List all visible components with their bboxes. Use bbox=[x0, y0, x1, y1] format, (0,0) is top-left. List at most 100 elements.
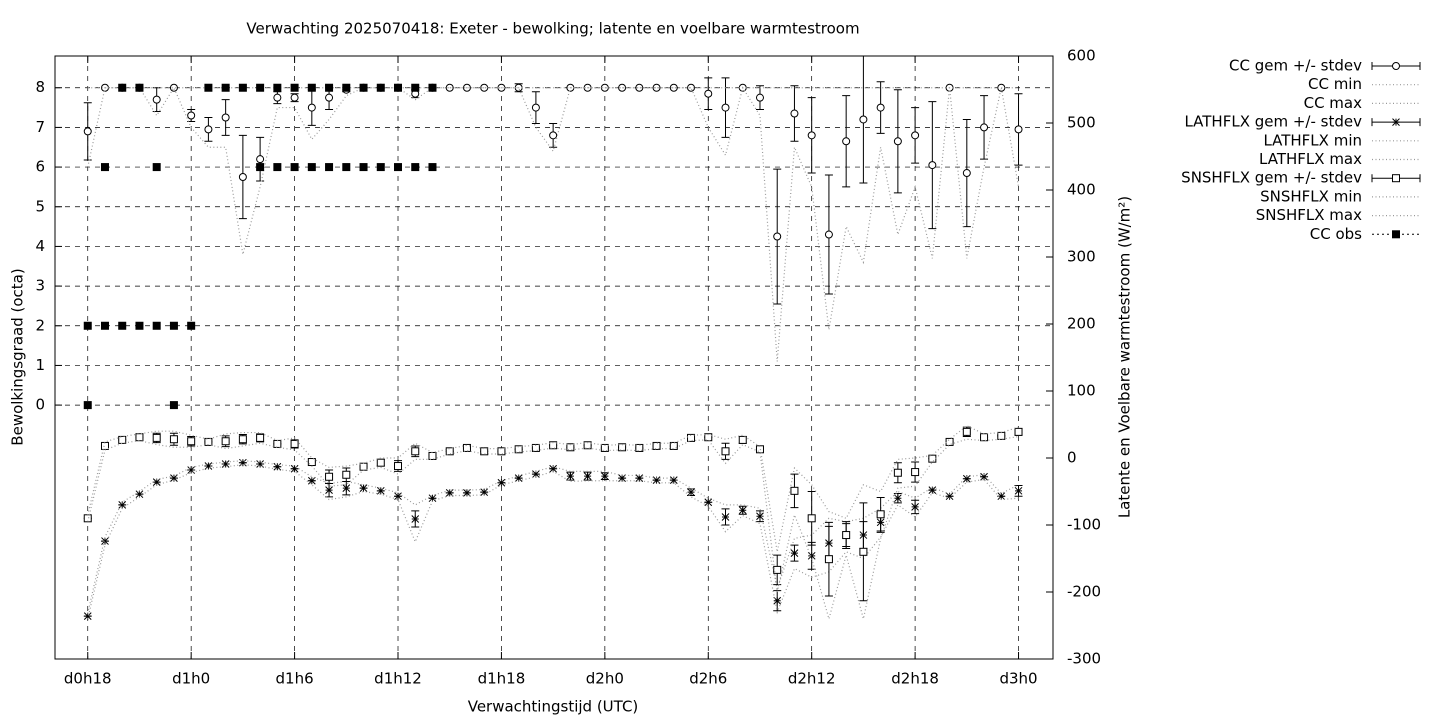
marker bbox=[273, 462, 282, 471]
legend-label: SNSHFLX min bbox=[1260, 187, 1362, 205]
marker bbox=[1014, 486, 1023, 495]
marker bbox=[256, 155, 265, 164]
marker bbox=[549, 441, 558, 450]
marker bbox=[893, 137, 902, 146]
marker bbox=[652, 476, 661, 484]
marker bbox=[911, 131, 920, 140]
marker bbox=[445, 83, 454, 92]
y2-tick-label: 400 bbox=[1067, 181, 1096, 199]
marker bbox=[669, 83, 678, 92]
marker bbox=[687, 83, 696, 92]
marker bbox=[273, 439, 282, 448]
marker bbox=[721, 513, 730, 521]
x-tick-label: d2h0 bbox=[586, 670, 624, 688]
marker bbox=[842, 137, 851, 146]
marker bbox=[135, 490, 144, 499]
marker bbox=[325, 93, 334, 102]
x-tick-label: d1h6 bbox=[276, 670, 314, 688]
marker bbox=[169, 83, 178, 92]
marker bbox=[221, 437, 230, 446]
marker bbox=[824, 555, 833, 564]
marker bbox=[1014, 427, 1023, 436]
x-tick-label: d0h18 bbox=[64, 670, 112, 688]
marker bbox=[152, 321, 161, 330]
marker bbox=[790, 549, 799, 557]
marker bbox=[325, 163, 334, 172]
marker bbox=[514, 474, 523, 482]
marker bbox=[583, 441, 592, 450]
marker bbox=[394, 163, 403, 172]
marker bbox=[669, 441, 678, 450]
marker bbox=[704, 498, 713, 507]
marker bbox=[411, 83, 420, 92]
marker bbox=[859, 115, 868, 124]
marker bbox=[290, 163, 299, 172]
legend-label: LATHFLX min bbox=[1263, 131, 1362, 149]
y2-tick-label: 300 bbox=[1067, 248, 1096, 266]
legend-label: LATHFLX max bbox=[1259, 150, 1362, 168]
marker bbox=[273, 163, 282, 172]
marker bbox=[756, 512, 764, 521]
x-tick-label: d1h12 bbox=[374, 670, 422, 688]
marker bbox=[342, 163, 351, 172]
marker bbox=[342, 470, 351, 479]
y2-tick-label: 100 bbox=[1067, 382, 1096, 400]
marker bbox=[652, 441, 661, 450]
marker bbox=[394, 462, 403, 471]
marker bbox=[687, 433, 696, 442]
marker bbox=[480, 488, 489, 497]
x-axis-label: Verwachtingstijd (UTC) bbox=[468, 698, 639, 716]
marker bbox=[652, 83, 661, 92]
marker bbox=[824, 230, 833, 239]
marker bbox=[738, 435, 747, 444]
marker bbox=[618, 443, 627, 452]
legend-label: SNSHFLX max bbox=[1256, 206, 1362, 224]
y-axis-label: Bewolkingsgraad (octa) bbox=[9, 268, 27, 445]
marker bbox=[342, 83, 351, 92]
marker bbox=[773, 596, 782, 605]
y-tick-label: 8 bbox=[35, 78, 45, 96]
marker bbox=[773, 565, 782, 574]
y2-tick-label: -300 bbox=[1067, 650, 1101, 668]
marker bbox=[980, 433, 989, 442]
marker bbox=[1392, 174, 1400, 183]
marker bbox=[945, 492, 954, 501]
marker bbox=[462, 443, 471, 452]
y2-tick-label: 600 bbox=[1067, 47, 1096, 65]
legend-label: CC obs bbox=[1310, 225, 1362, 243]
marker bbox=[721, 103, 730, 112]
marker bbox=[238, 172, 247, 181]
marker bbox=[428, 163, 437, 172]
marker bbox=[152, 478, 161, 486]
marker bbox=[980, 472, 988, 481]
marker bbox=[376, 486, 385, 495]
marker bbox=[738, 506, 747, 515]
x-tick-label: d2h18 bbox=[891, 670, 939, 688]
marker bbox=[273, 83, 282, 92]
marker bbox=[204, 462, 213, 470]
marker bbox=[755, 93, 764, 102]
marker bbox=[256, 163, 265, 172]
marker bbox=[273, 93, 282, 102]
marker bbox=[549, 131, 558, 140]
marker bbox=[911, 468, 920, 477]
plot-area bbox=[83, 56, 1023, 622]
marker bbox=[221, 460, 230, 468]
marker bbox=[238, 435, 247, 444]
marker bbox=[790, 109, 799, 118]
marker bbox=[204, 437, 213, 446]
y-tick-label: 7 bbox=[35, 118, 45, 136]
marker bbox=[187, 111, 196, 120]
marker bbox=[325, 472, 334, 481]
marker bbox=[876, 103, 885, 112]
marker bbox=[290, 439, 299, 448]
y2-tick-label: 200 bbox=[1067, 315, 1096, 333]
marker bbox=[204, 83, 213, 92]
marker bbox=[290, 464, 299, 473]
marker bbox=[807, 551, 816, 560]
x-tick-label: d2h12 bbox=[788, 670, 836, 688]
marker bbox=[307, 83, 316, 92]
legend-label: CC max bbox=[1304, 94, 1363, 112]
